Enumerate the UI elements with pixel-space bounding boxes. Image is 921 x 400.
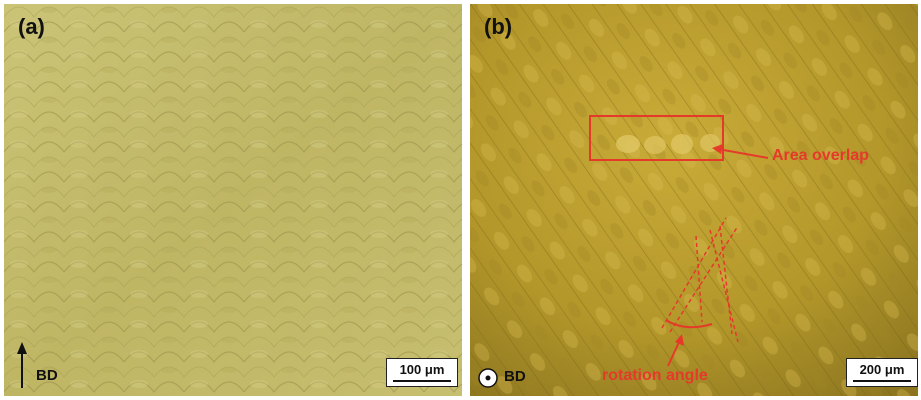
- build-direction-arrow-icon: [17, 342, 27, 388]
- panel-a-scale-bar-label: 100 μm: [399, 362, 445, 377]
- rotation-angle-arc: [665, 319, 713, 329]
- micrograph-b-texture: [470, 4, 918, 396]
- panel-a-label: (a): [18, 14, 45, 39]
- panel-b-label: (b): [484, 14, 513, 39]
- panel-a-scale-bar: 100 μm: [386, 358, 458, 387]
- rotation-angle-lines: [661, 217, 739, 343]
- micrograph-panel-b: (b) Area overlap rotation angle BD 200 μ…: [470, 4, 918, 396]
- area-overlap-box: [589, 115, 724, 161]
- panel-a-scale-bar-line: [393, 380, 451, 382]
- panel-b-annotation-layer: [478, 115, 769, 388]
- micrograph-a-texture: [4, 4, 462, 396]
- micrograph-panel-a: (a) BD 100 μm: [4, 4, 462, 396]
- panel-b-build-direction-label: BD: [504, 368, 526, 385]
- area-overlap-arrow: [717, 148, 769, 159]
- rotation-angle-annotation: rotation angle: [602, 367, 708, 384]
- rotation-angle-arrow: [667, 339, 681, 367]
- panel-b-scale-bar-line: [853, 380, 911, 382]
- panel-b-scale-bar-label: 200 μm: [859, 362, 905, 377]
- panel-a-build-direction-label: BD: [36, 367, 58, 384]
- area-overlap-annotation: Area overlap: [772, 147, 869, 164]
- panel-b-scale-bar: 200 μm: [846, 358, 918, 387]
